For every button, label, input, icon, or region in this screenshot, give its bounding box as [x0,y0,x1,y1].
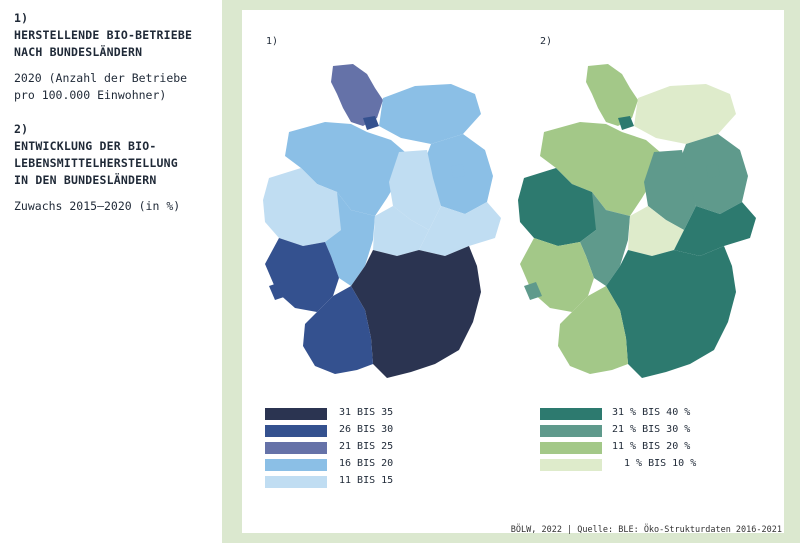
map2-region-hamburg [618,116,634,130]
map2-region-sachsen-anhalt [644,150,696,230]
map1-label: 1) [266,36,279,47]
map2-region-sachsen [674,202,756,256]
map1-region-berlin [451,164,465,178]
section1-number: 1) [14,11,29,25]
map1-region-mecklenburg-vorpommern [379,84,481,144]
map1-region-rheinland-pfalz [265,238,339,312]
map1-region-hamburg [363,116,379,130]
legend-label: 1 % BIS 10 % [624,458,697,469]
legend-swatch [540,459,602,471]
map2-region-berlin [706,164,720,178]
map1-region-schleswig-holstein [331,64,383,126]
legend-label: 11 % BIS 20 % [612,441,691,452]
legend-swatch [540,408,602,420]
map2-region-mecklenburg-vorpommern [634,84,736,144]
map2-region-hessen [580,192,630,286]
map2-region-rheinland-pfalz [520,238,594,312]
map1-germany [263,64,501,378]
legend-swatch [540,425,602,437]
map2-label: 2) [540,36,553,47]
legend-label: 26 BIS 30 [339,424,394,435]
legend-swatch [265,476,327,488]
map2-region-niedersachsen [540,122,660,216]
section1-subtitle-line2: pro 100.000 Einwohner) [14,88,167,102]
map2-region-nordrhein-westfalen [518,168,602,246]
legend-label: 11 BIS 15 [339,475,394,486]
map1-region-bayern [351,246,481,378]
legend-label: 21 BIS 25 [339,441,394,452]
source-credit: BÖLW, 2022 | Quelle: BLE: Öko-Strukturda… [510,525,782,535]
map1-region-thueringen [373,206,429,256]
map2-legend: 31 % BIS 40 % 21 % BIS 30 % 11 % BIS 20 … [540,407,720,480]
legend-swatch [540,442,602,454]
map1-region-hessen [325,192,375,286]
legend-swatch [265,408,327,420]
legend-swatch [265,442,327,454]
map2-region-thueringen [628,206,684,256]
map2-region-baden-wuerttemberg [558,286,628,374]
map2-germany [518,64,756,378]
left-panel: 1) HERSTELLENDE BIO-BETRIEBE NACH BUNDES… [0,0,222,543]
map2-region-schleswig-holstein [586,64,638,126]
legend-label: 31 BIS 35 [339,407,394,418]
legend-swatch [265,425,327,437]
map1-region-niedersachsen [285,122,405,216]
section2-subtitle: Zuwachs 2015–2020 (in %) [14,199,181,213]
map2-region-bayern [606,246,736,378]
section1-subtitle-line1: 2020 (Anzahl der Betriebe [14,71,188,85]
legend-swatch [265,459,327,471]
map2-region-saarland [524,282,542,300]
section2-title-line1: ENTWICKLUNG DER BIO- [14,139,157,153]
section2-number: 2) [14,122,29,136]
map1-region-nordrhein-westfalen [263,168,347,246]
map1-region-baden-wuerttemberg [303,286,373,374]
section2-title-line2: LEBENSMITTELHERSTELLUNG [14,156,178,170]
legend-label: 16 BIS 20 [339,458,394,469]
legend-label: 21 % BIS 30 % [612,424,691,435]
section2-title-line3: IN DEN BUNDESLÄNDERN [14,173,157,187]
map1-region-sachsen-anhalt [389,150,441,230]
section1-title-line1: HERSTELLENDE BIO-BETRIEBE [14,28,193,42]
section1-title-line2: NACH BUNDESLÄNDERN [14,45,143,59]
map1-region-saarland [269,282,287,300]
map1-region-sachsen [419,202,501,256]
legend-label: 31 % BIS 40 % [612,407,691,418]
map1-legend: 31 BIS 35 26 BIS 30 21 BIS 25 16 BIS 20 … [265,407,425,498]
